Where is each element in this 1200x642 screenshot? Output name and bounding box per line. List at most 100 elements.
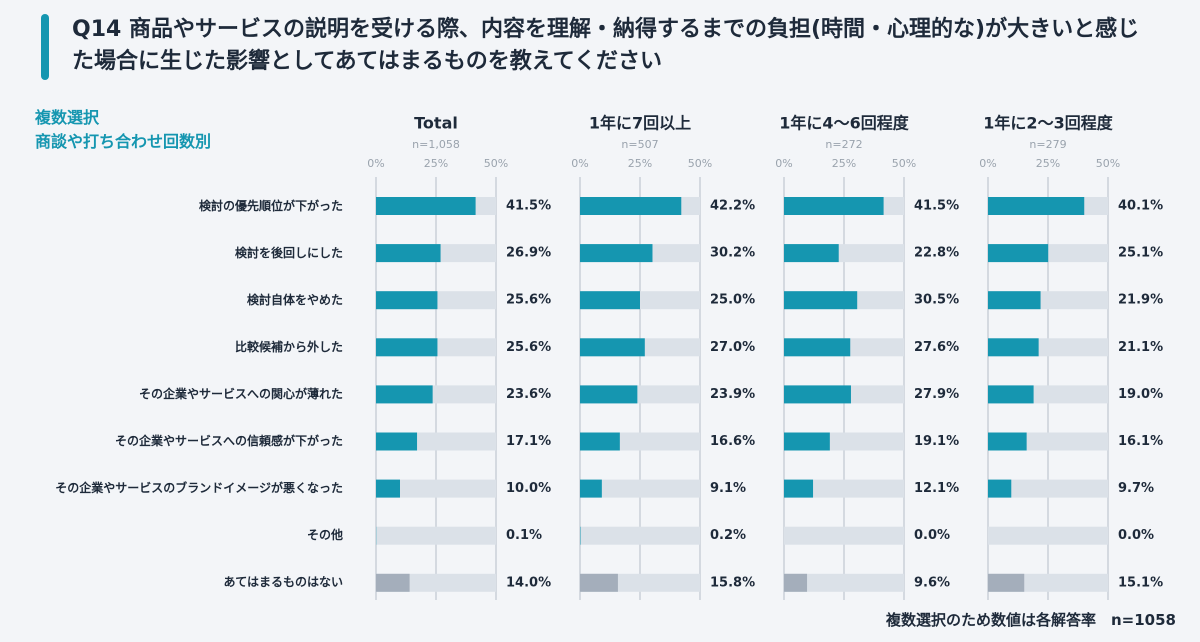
bar — [376, 479, 400, 498]
value-label: 9.1% — [710, 481, 746, 496]
value-label: 25.6% — [506, 293, 551, 308]
bar — [580, 479, 602, 498]
panel-subtitle: n=1,058 — [412, 138, 460, 151]
category-label: 比較候補から外した — [234, 339, 343, 354]
bar — [580, 197, 682, 215]
x-tick-label: 0% — [979, 157, 996, 170]
bar-track — [376, 526, 496, 545]
filter-label: 商談や打ち合わせ回数別 — [35, 132, 212, 151]
panel-title: 1年に2〜3回程度 — [983, 114, 1113, 133]
bar — [376, 432, 418, 451]
bar — [988, 432, 1027, 451]
value-label: 14.0% — [506, 575, 551, 590]
bar — [580, 244, 653, 263]
value-label: 0.1% — [506, 528, 542, 543]
value-label: 25.0% — [710, 293, 755, 308]
bar — [376, 244, 441, 263]
category-label: あてはまるものはない — [223, 575, 343, 590]
value-label: 26.9% — [506, 246, 551, 261]
x-tick-label: 50% — [1096, 157, 1120, 170]
panel-subtitle: n=279 — [1029, 138, 1066, 151]
bar-track — [376, 479, 496, 498]
bar-track — [580, 479, 700, 498]
bar — [580, 338, 645, 357]
bar — [784, 385, 851, 404]
value-label: 19.0% — [1118, 387, 1163, 402]
value-label: 30.5% — [914, 293, 959, 308]
footnote: 複数選択のため数値は各解答率 n=1058 — [886, 611, 1176, 629]
bar — [376, 338, 438, 357]
bar — [784, 432, 830, 451]
x-tick-label: 25% — [832, 157, 856, 170]
title-accent — [41, 14, 49, 80]
category-label: 検討の優先順位が下がった — [198, 198, 343, 213]
bar — [580, 385, 638, 404]
category-label: その企業やサービスへの信頼感が下がった — [114, 434, 343, 448]
bar-track — [988, 526, 1108, 545]
panel-title: Total — [414, 114, 458, 133]
x-tick-label: 25% — [424, 157, 448, 170]
panel-subtitle: n=507 — [621, 138, 658, 151]
panel-title: 1年に4〜6回程度 — [779, 114, 909, 133]
bar — [784, 244, 839, 263]
bar — [784, 197, 884, 215]
filter-label: 複数選択 — [35, 108, 100, 127]
value-label: 10.0% — [506, 481, 551, 496]
bar — [988, 479, 1012, 498]
value-label: 15.1% — [1118, 575, 1163, 590]
bar — [376, 385, 433, 404]
value-label: 23.9% — [710, 387, 755, 402]
value-label: 30.2% — [710, 246, 755, 261]
bar — [988, 197, 1085, 215]
bar-track — [784, 526, 904, 545]
bar — [580, 291, 640, 310]
bar-track — [988, 479, 1108, 498]
value-label: 23.6% — [506, 387, 551, 402]
category-label: その企業やサービスへの関心が薄れた — [138, 386, 343, 401]
value-label: 25.6% — [506, 340, 551, 355]
value-label: 12.1% — [914, 481, 959, 496]
category-label: その企業やサービスのブランドイメージが悪くなった — [55, 481, 343, 496]
bar — [580, 432, 620, 451]
value-label: 25.1% — [1118, 246, 1163, 261]
value-label: 17.1% — [506, 434, 551, 449]
x-tick-label: 50% — [892, 157, 916, 170]
bar — [784, 573, 808, 592]
bar — [988, 338, 1039, 357]
category-label: 検討自体をやめた — [246, 292, 343, 307]
value-label: 0.0% — [914, 528, 950, 543]
bar — [784, 479, 814, 498]
value-label: 41.5% — [914, 199, 959, 214]
x-tick-label: 50% — [688, 157, 712, 170]
x-tick-label: 0% — [775, 157, 792, 170]
x-tick-label: 25% — [1036, 157, 1060, 170]
x-tick-label: 0% — [571, 157, 588, 170]
bar-track — [580, 526, 700, 545]
bar — [988, 291, 1041, 310]
value-label: 21.9% — [1118, 293, 1163, 308]
value-label: 41.5% — [506, 199, 551, 214]
value-label: 27.6% — [914, 340, 959, 355]
bar — [376, 291, 438, 310]
panel-subtitle: n=272 — [825, 138, 862, 151]
value-label: 42.2% — [710, 199, 755, 214]
category-label: その他 — [306, 528, 343, 543]
bar — [988, 385, 1034, 404]
bar — [376, 573, 410, 592]
value-label: 22.8% — [914, 246, 959, 261]
value-label: 9.6% — [914, 575, 950, 590]
page-title: Q14 商品やサービスの説明を受ける際、内容を理解・納得するまでの負担(時間・心… — [72, 17, 1140, 74]
bar-track — [784, 573, 904, 592]
value-label: 19.1% — [914, 434, 959, 449]
x-tick-label: 25% — [628, 157, 652, 170]
value-label: 0.0% — [1118, 528, 1154, 543]
value-label: 40.1% — [1118, 199, 1163, 214]
x-tick-label: 0% — [367, 157, 384, 170]
value-label: 27.0% — [710, 340, 755, 355]
value-label: 27.9% — [914, 387, 959, 402]
value-label: 16.6% — [710, 434, 755, 449]
bar — [988, 244, 1049, 263]
value-label: 21.1% — [1118, 340, 1163, 355]
